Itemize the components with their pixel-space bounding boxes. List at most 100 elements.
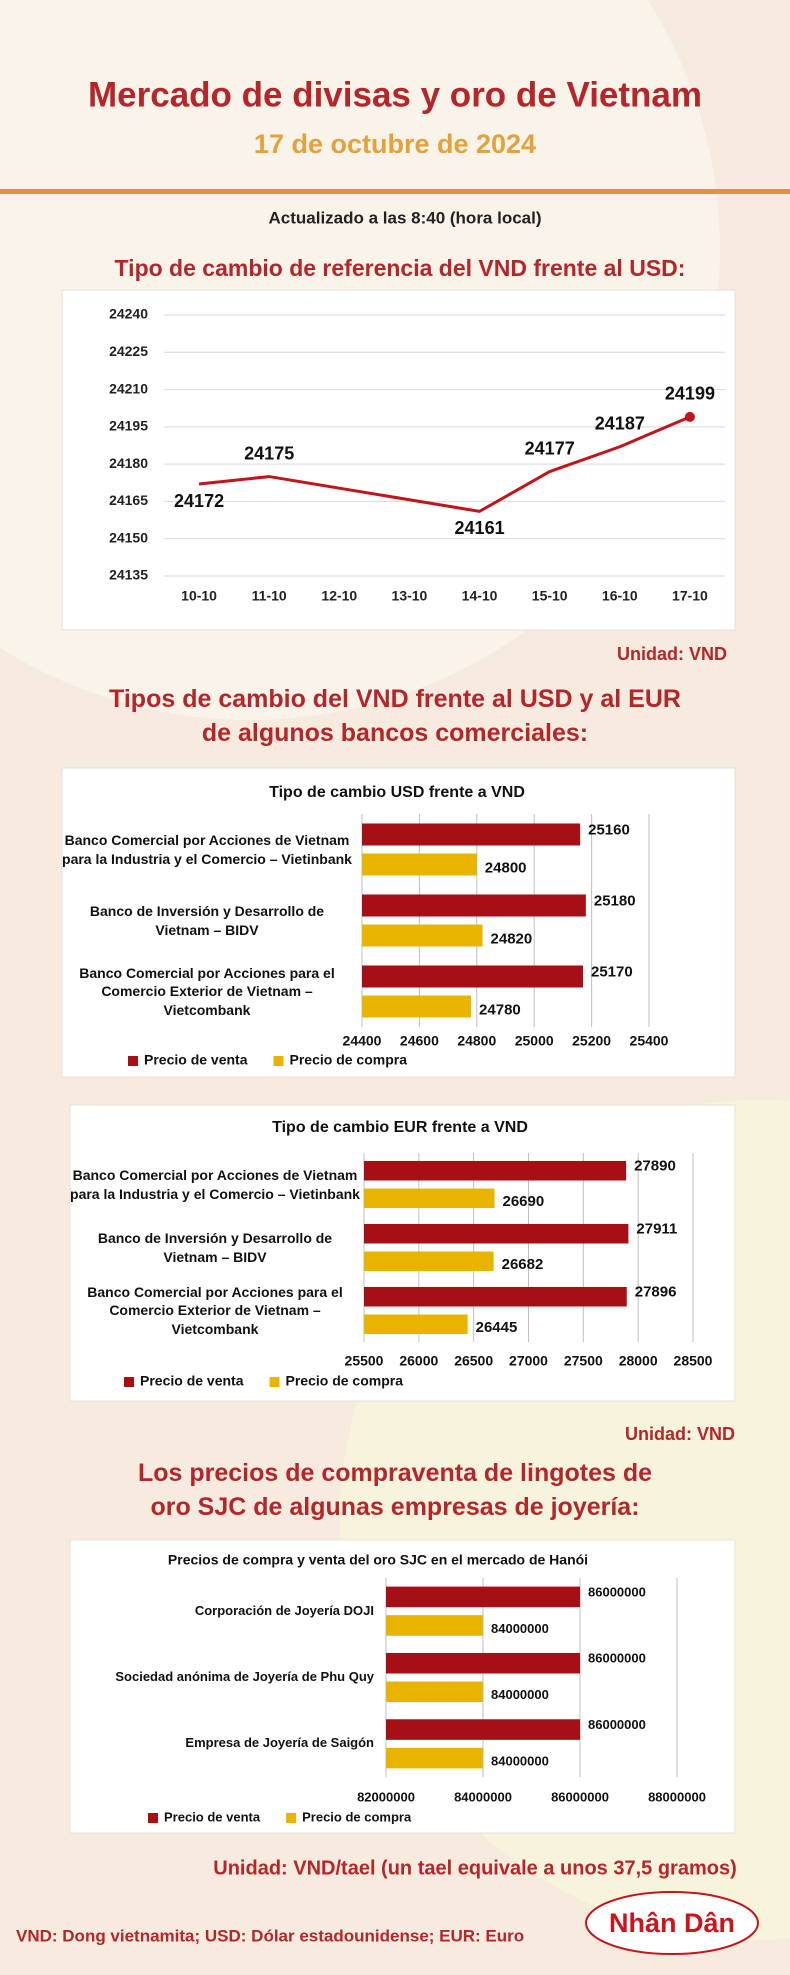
x-tick-label: 24400 — [343, 1033, 382, 1049]
data-label: 24175 — [244, 443, 294, 463]
legend-swatch — [286, 1813, 297, 1823]
data-label: 27890 — [634, 1158, 676, 1175]
x-tick-label: 26500 — [454, 1353, 493, 1369]
y-tick-label-box: Corporación de Joyería DOJI — [194, 1602, 374, 1618]
unit-label: Unidad: VND — [625, 1424, 735, 1444]
bar — [362, 823, 581, 846]
legend-swatch — [128, 1056, 138, 1066]
data-label: 24800 — [485, 859, 527, 876]
bar — [386, 1652, 580, 1674]
bar — [362, 894, 586, 917]
legend-label: Precio de compra — [290, 1052, 408, 1068]
y-tick-label-box: Banco Comercial por Acciones de Vietnam … — [62, 832, 352, 866]
data-label: 26682 — [502, 1256, 544, 1273]
data-label: 27896 — [635, 1284, 677, 1301]
divider — [0, 189, 790, 194]
section-heading: Los precios de compraventa de lingotes d… — [137, 1459, 653, 1521]
x-tick-label: 28000 — [619, 1353, 658, 1369]
legend-swatch — [124, 1377, 134, 1387]
x-tick-label: 86000000 — [551, 1789, 609, 1804]
y-tick-label: Banco de Inversión y Desarrollo de Vietn… — [97, 1230, 333, 1265]
x-tick-label: 27500 — [564, 1353, 603, 1369]
bar — [362, 924, 483, 947]
data-label: 84000000 — [491, 1754, 549, 1769]
legend-label: Precio de venta — [164, 1809, 261, 1824]
bar — [362, 853, 477, 876]
section-heading: Tipos de cambio del VND frente al USD y … — [109, 685, 681, 747]
bar — [364, 1223, 629, 1244]
y-tick-label-box: Banco Comercial por Acciones para el Com… — [79, 965, 335, 1018]
y-tick-label: 24150 — [109, 529, 148, 545]
x-tick-label: 88000000 — [648, 1789, 706, 1804]
legend-label: Precio de compra — [286, 1373, 404, 1389]
logo: Nhân Dân — [609, 1908, 735, 1938]
updated-note: Actualizado a las 8:40 (hora local) — [268, 208, 541, 227]
chart-panel — [61, 767, 736, 1078]
end-marker — [684, 411, 695, 422]
legend-label: Precio de venta — [140, 1373, 244, 1389]
x-tick-label: 25500 — [345, 1353, 384, 1369]
bar — [364, 1160, 627, 1181]
x-tick-label: 84000000 — [454, 1789, 512, 1804]
y-tick-label: 24135 — [109, 567, 148, 583]
bar — [386, 1615, 483, 1636]
legend-swatch — [148, 1813, 158, 1823]
data-label: 24177 — [525, 438, 575, 458]
bar — [364, 1251, 494, 1272]
legend-label: Precio de venta — [144, 1052, 248, 1068]
data-label: 26445 — [476, 1319, 518, 1336]
bar — [362, 995, 472, 1018]
bar — [364, 1188, 495, 1209]
chart-title: Tipo de cambio EUR frente a VND — [272, 1119, 528, 1136]
data-label: 86000000 — [588, 1651, 646, 1666]
bar — [386, 1747, 483, 1769]
x-tick-label: 82000000 — [357, 1789, 415, 1804]
data-label: 25170 — [591, 963, 633, 980]
y-tick-label: 24195 — [109, 418, 148, 434]
legend-swatch — [273, 1056, 284, 1066]
y-tick-label-box: Banco de Inversión y Desarrollo de Vietn… — [89, 903, 325, 938]
y-tick-label: Banco de Inversión y Desarrollo de Vietn… — [89, 903, 325, 938]
section-heading-box: Tipos de cambio del VND frente al USD y … — [109, 685, 681, 747]
data-label: 24780 — [479, 1001, 521, 1018]
y-tick-label: Banco Comercial por Acciones de Vietnam … — [70, 1167, 360, 1202]
x-tick-label: 11-10 — [252, 588, 287, 604]
chart-title: Precios de compra y venta del oro SJC en… — [168, 1552, 588, 1568]
x-tick-label: 17-10 — [672, 588, 708, 604]
section-heading: Tipo de cambio de referencia del VND fre… — [115, 255, 686, 281]
y-tick-label: Sociedad anónima de Joyería de Phu Quy — [115, 1669, 374, 1685]
unit-label: Unidad: VND — [617, 644, 727, 664]
y-tick-label: 24240 — [109, 306, 148, 322]
unit-label: Unidad: VND/tael (un tael equivale a uno… — [213, 1857, 736, 1879]
bar — [364, 1286, 627, 1307]
x-tick-label: 12-10 — [321, 588, 357, 604]
chart-panel — [61, 289, 736, 631]
y-tick-label: 24165 — [109, 492, 148, 508]
y-tick-label-box: Empresa de Joyería de Saigón — [185, 1735, 374, 1751]
bar — [386, 1681, 483, 1703]
data-label: 86000000 — [588, 1717, 646, 1732]
data-label: 25160 — [588, 821, 630, 838]
x-tick-label: 25000 — [515, 1033, 554, 1049]
y-tick-label-box: Banco Comercial por Acciones para el Com… — [87, 1284, 342, 1336]
page-title: Mercado de divisas y oro de Vietnam — [88, 75, 702, 114]
data-label: 26690 — [503, 1193, 545, 1210]
y-tick-label: Empresa de Joyería de Saigón — [185, 1735, 374, 1751]
page-date: 17 de octubre de 2024 — [254, 129, 536, 159]
data-label: 86000000 — [588, 1584, 646, 1599]
x-tick-label: 10-10 — [181, 588, 217, 604]
y-tick-label: Corporación de Joyería DOJI — [194, 1602, 374, 1618]
y-tick-label-box: Sociedad anónima de Joyería de Phu Quy — [115, 1669, 374, 1685]
data-label: 27911 — [636, 1221, 677, 1238]
data-label: 24187 — [595, 413, 645, 433]
x-tick-label: 14-10 — [462, 588, 498, 604]
y-tick-label: 24180 — [109, 455, 148, 471]
bar — [364, 1314, 468, 1335]
legend-swatch — [269, 1377, 280, 1387]
x-tick-label: 25400 — [630, 1033, 669, 1049]
y-tick-label: Banco Comercial por Acciones para el Com… — [79, 965, 335, 1018]
y-tick-label-box: Banco de Inversión y Desarrollo de Vietn… — [97, 1230, 333, 1265]
x-tick-label: 15-10 — [532, 588, 568, 604]
x-tick-label: 25200 — [572, 1033, 611, 1049]
x-tick-label: 24800 — [457, 1033, 496, 1049]
